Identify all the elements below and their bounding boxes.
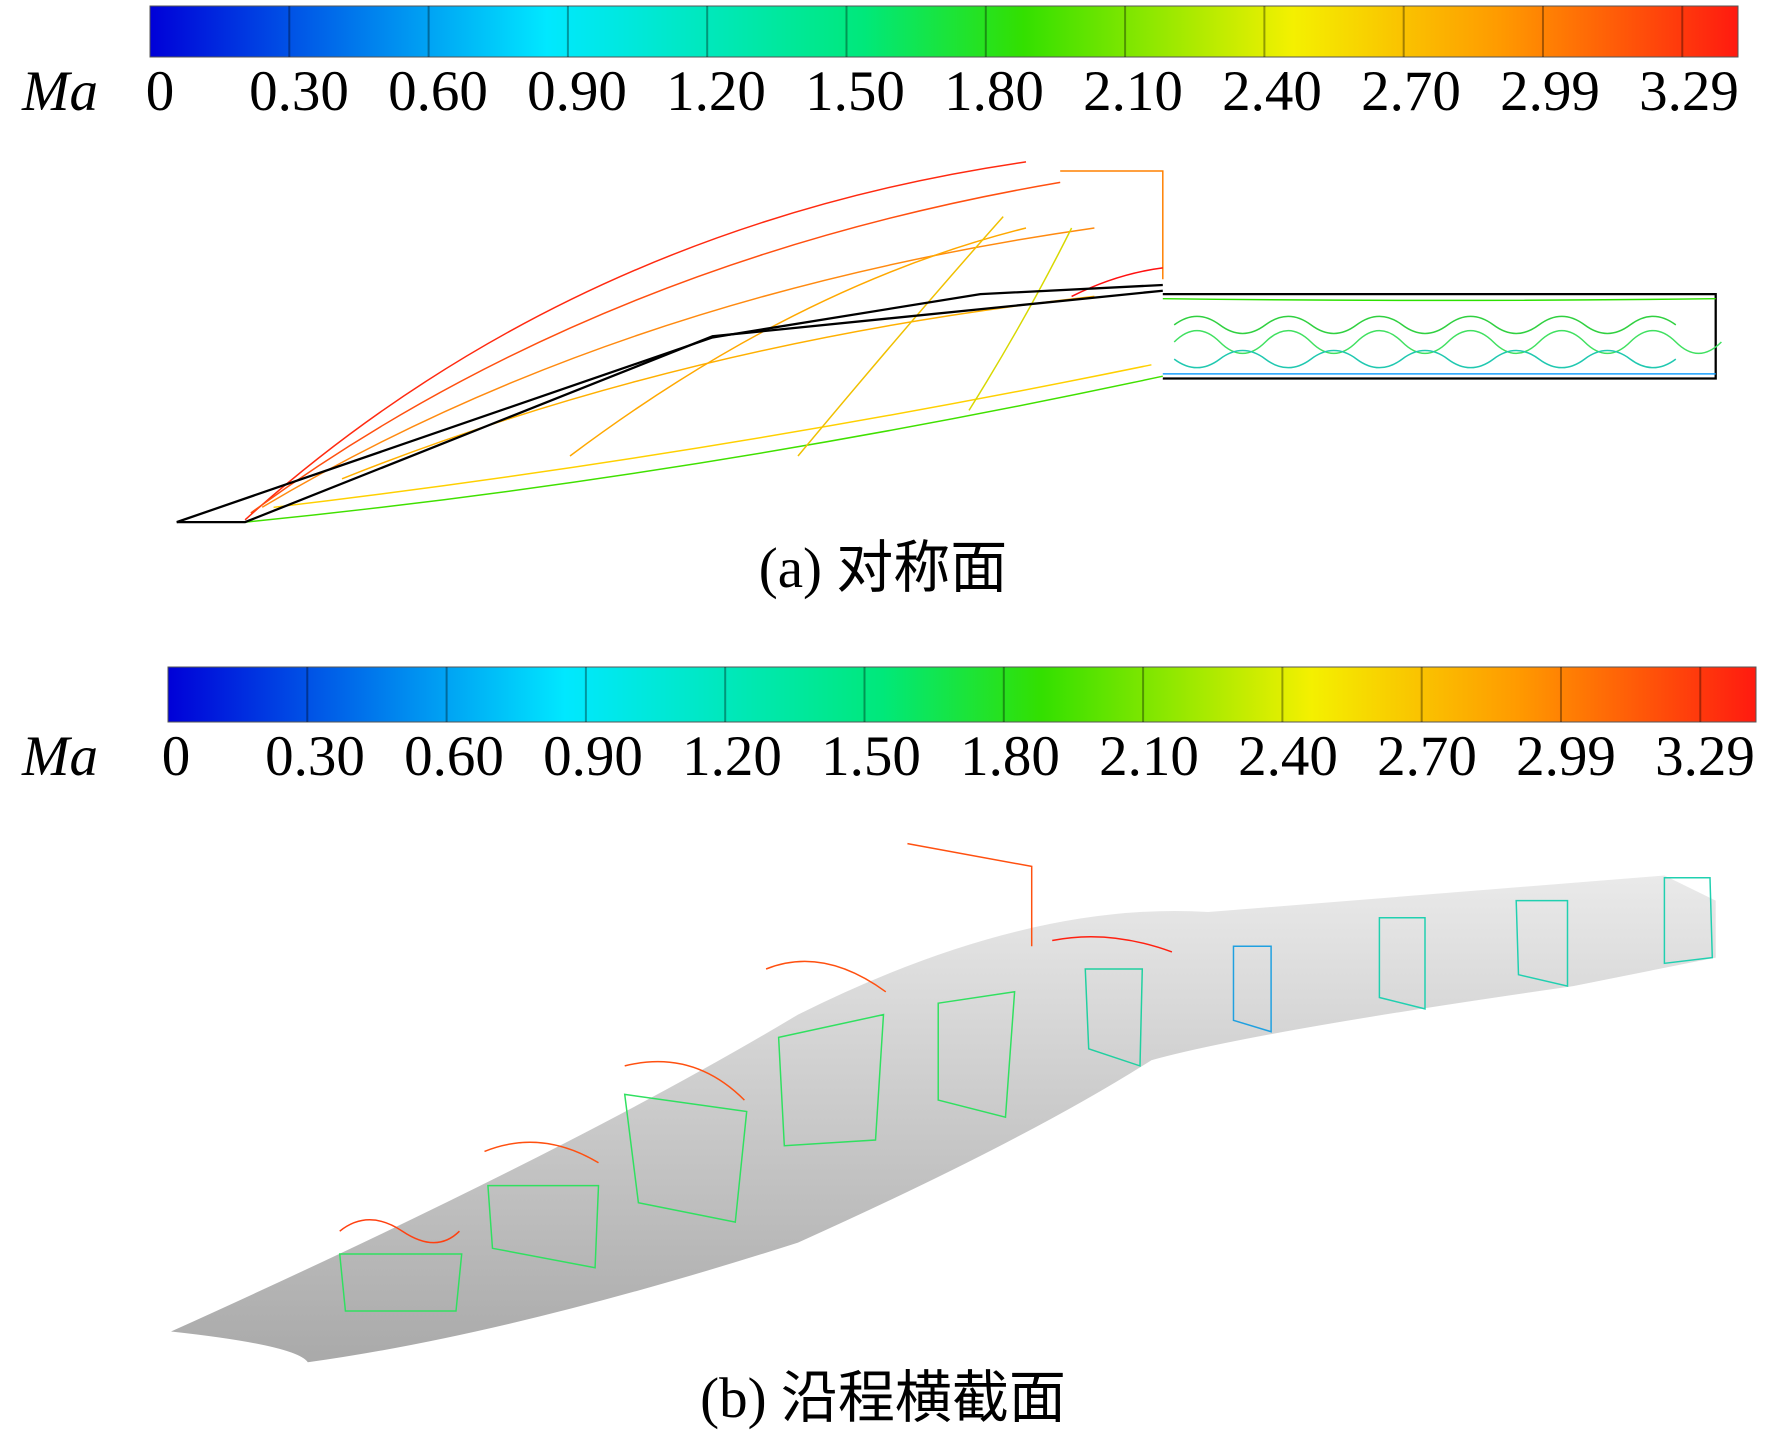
colorbar-tick-label: 2.10 bbox=[1083, 60, 1183, 123]
colorbar-tick-label: 0.90 bbox=[543, 725, 643, 788]
colorbar-tick-label: 3.29 bbox=[1639, 60, 1739, 123]
cross-section-plot bbox=[171, 842, 1716, 1363]
colorbar-tick-label: 2.99 bbox=[1516, 725, 1616, 788]
colorbar-tick-label: 0.30 bbox=[265, 725, 365, 788]
symmetry-plane-plot bbox=[176, 161, 1722, 524]
colorbar-tick-label: 1.50 bbox=[805, 60, 905, 123]
colorbar-tick-label: 1.20 bbox=[666, 60, 766, 123]
colorbar-tick-label: 1.50 bbox=[821, 725, 921, 788]
colorbar-tick-label: 1.80 bbox=[960, 725, 1060, 788]
colorbar-tick-label: 2.40 bbox=[1222, 60, 1322, 123]
caption: (b) 沿程横截面 bbox=[700, 1367, 1066, 1430]
colorbar-label: Ma bbox=[21, 725, 98, 788]
colorbar-tick-label: 3.29 bbox=[1655, 725, 1755, 788]
colorbar-tick-label: 2.70 bbox=[1361, 60, 1461, 123]
colorbar-tick-label: 1.80 bbox=[944, 60, 1044, 123]
colorbar bbox=[149, 5, 1739, 58]
colorbar-tick-label: 0 bbox=[146, 60, 175, 123]
colorbar-tick-label: 0.60 bbox=[404, 725, 504, 788]
colorbar-tick-label: 1.20 bbox=[682, 725, 782, 788]
colorbar-tick-label: 0 bbox=[162, 725, 191, 788]
colorbar-tick-label: 2.10 bbox=[1099, 725, 1199, 788]
colorbar-label: Ma bbox=[21, 60, 98, 123]
colorbar bbox=[167, 666, 1757, 723]
colorbar-tick-label: 2.70 bbox=[1377, 725, 1477, 788]
colorbar-tick-label: 0.30 bbox=[249, 60, 349, 123]
colorbar-tick-label: 0.60 bbox=[388, 60, 488, 123]
colorbar-tick-label: 2.40 bbox=[1238, 725, 1338, 788]
colorbar-tick-label: 0.90 bbox=[527, 60, 627, 123]
colorbar-tick-label: 2.99 bbox=[1500, 60, 1600, 123]
caption: (a) 对称面 bbox=[759, 537, 1008, 600]
